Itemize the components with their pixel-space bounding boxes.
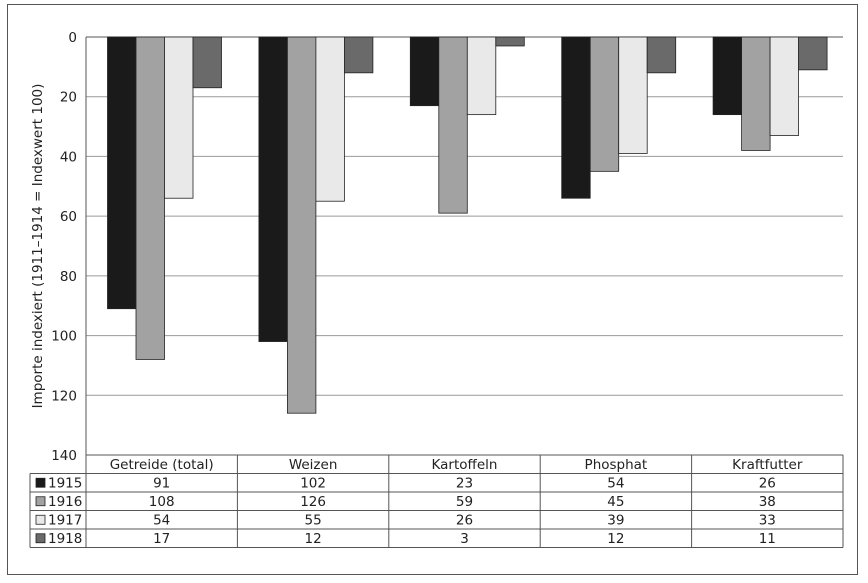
x-category-label: Weizen	[289, 457, 338, 473]
y-tick-label: 140	[51, 448, 77, 464]
y-axis-label: Importe indexiert (1911–1914 = Indexwert…	[30, 84, 46, 409]
y-tick-label: 20	[60, 90, 77, 106]
bar	[712, 36, 742, 116]
data-label: 26	[456, 513, 473, 529]
bar	[798, 36, 828, 71]
bar	[315, 36, 345, 202]
bar	[286, 36, 317, 414]
data-label: 54	[607, 476, 624, 492]
y-tick-label: 40	[60, 149, 77, 165]
legend-label: 1918	[48, 531, 82, 547]
bar	[409, 36, 440, 107]
bar	[164, 36, 194, 199]
y-tick-label: 100	[51, 329, 77, 345]
y-tick-label: 60	[60, 209, 77, 225]
x-category-label: Kraftfutter	[732, 457, 803, 473]
data-label: 26	[759, 476, 776, 492]
data-label: 12	[305, 531, 322, 547]
bar	[192, 36, 222, 89]
data-label: 55	[305, 513, 322, 529]
bar	[466, 36, 497, 116]
data-label: 54	[153, 513, 170, 529]
bar	[258, 36, 288, 342]
legend-label: 1915	[48, 476, 82, 492]
bar	[107, 36, 137, 310]
legend-key	[35, 477, 46, 488]
bar	[618, 36, 648, 154]
data-label: 3	[460, 531, 469, 547]
data-label: 17	[153, 531, 170, 547]
bar	[343, 36, 374, 74]
legend-label: 1916	[48, 494, 82, 510]
bar	[438, 36, 468, 214]
bars	[107, 36, 828, 414]
data-table: Getreide (total) Weizen Kartoffeln Phosphat…	[29, 454, 844, 548]
data-label: 23	[456, 476, 473, 492]
bar	[495, 36, 525, 47]
x-category-label: Kartoffeln	[432, 457, 498, 473]
bar	[741, 36, 771, 151]
data-label: 38	[759, 494, 776, 510]
bar	[646, 36, 677, 74]
bar	[561, 36, 591, 199]
data-label: 102	[300, 476, 326, 492]
y-tick-label: 0	[68, 30, 77, 46]
legend-key	[35, 496, 46, 507]
data-label: 126	[300, 494, 326, 510]
y-tick-label: 80	[60, 269, 77, 285]
bar	[769, 36, 799, 136]
data-label: 11	[759, 531, 776, 547]
data-label: 33	[759, 513, 776, 529]
legend-label: 1917	[48, 513, 82, 529]
data-label: 12	[607, 531, 624, 547]
y-tick-label: 120	[51, 388, 77, 404]
data-label: 59	[456, 494, 473, 510]
bar	[135, 36, 165, 360]
data-label: 91	[153, 476, 170, 492]
x-category-label: Getreide (total)	[110, 457, 214, 473]
data-label: 108	[149, 494, 175, 510]
legend-key	[35, 514, 46, 525]
legend-key	[35, 533, 46, 544]
data-label: 45	[607, 494, 624, 510]
bar	[589, 36, 620, 172]
x-category-label: Phosphat	[585, 457, 648, 473]
data-label: 39	[607, 513, 624, 529]
